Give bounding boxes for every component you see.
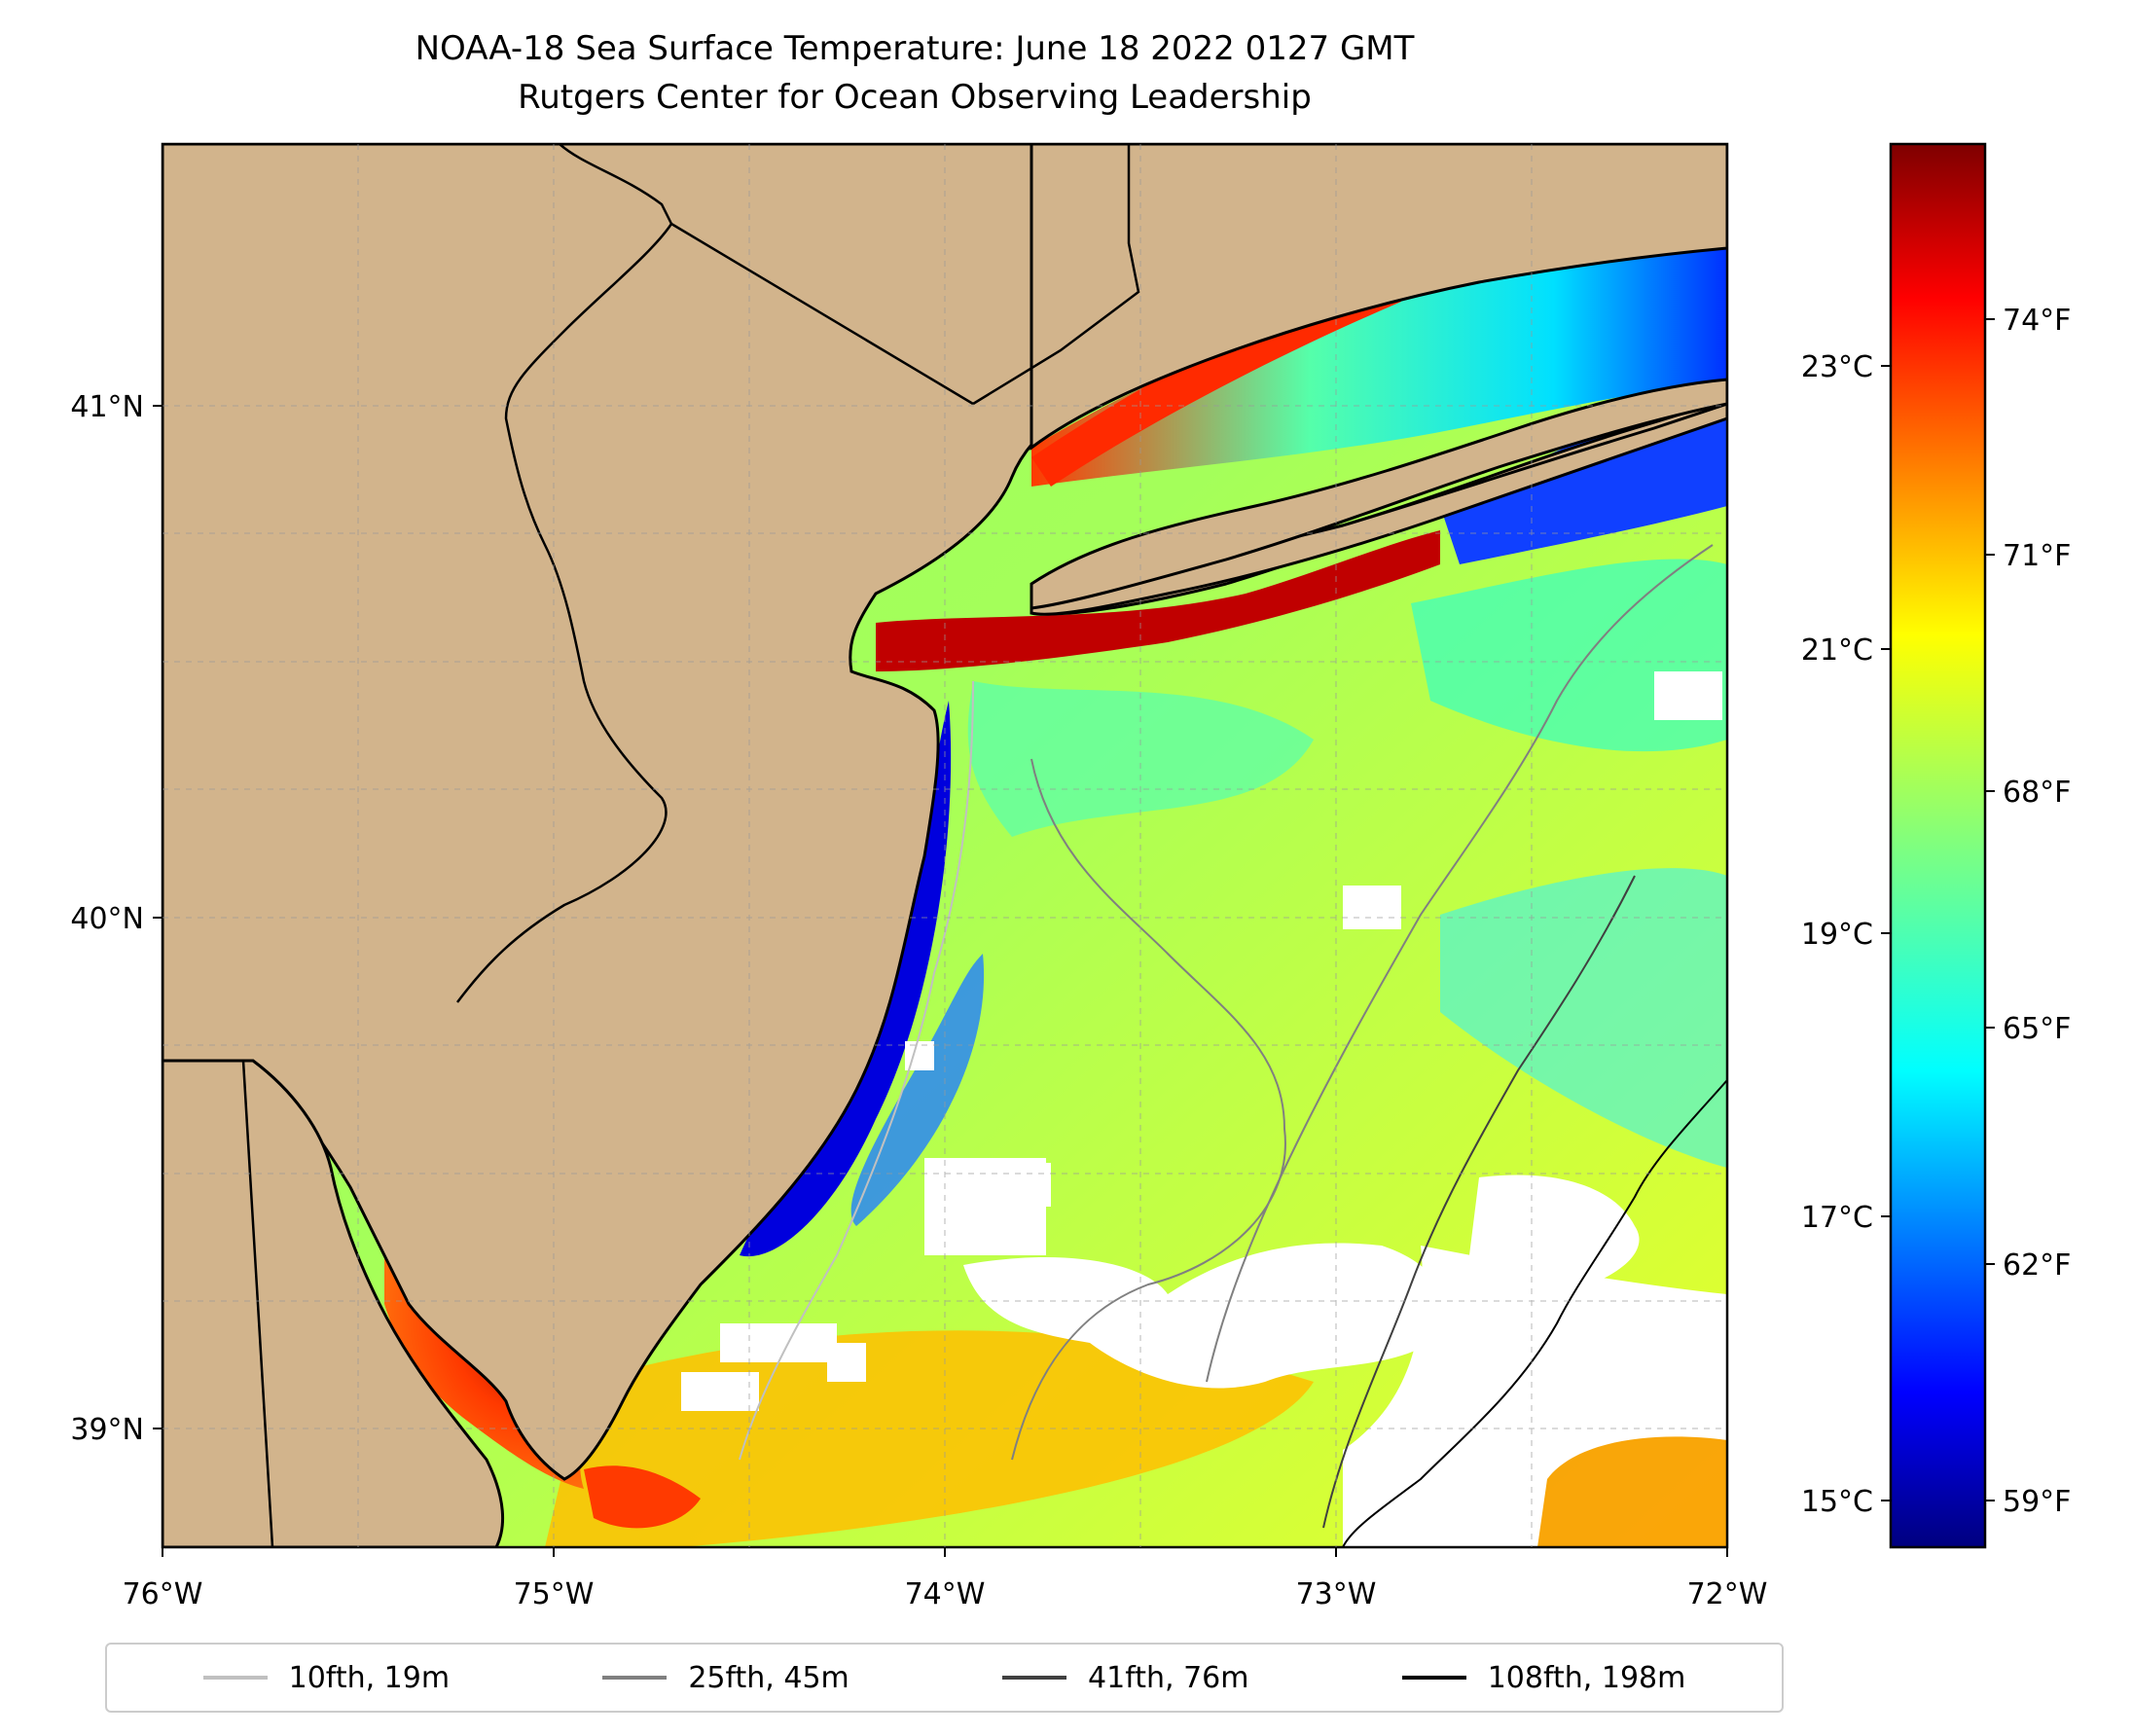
legend-item: 10fth, 19m — [202, 1660, 451, 1695]
cool-water-patch — [967, 681, 1314, 837]
warm-water-patch — [1537, 1434, 1727, 1547]
cool-water-patch — [1440, 868, 1727, 1168]
legend-line-swatch — [202, 1676, 268, 1680]
celsius-tick-label: 21°C — [1801, 633, 1873, 668]
x-tick-label: 76°W — [123, 1577, 203, 1611]
y-tick-label: 39°N — [70, 1413, 144, 1447]
warm-nearshore-strip — [1031, 282, 1401, 487]
celsius-tick-label: 15°C — [1801, 1485, 1873, 1519]
delaware-bay-mouth — [584, 1465, 701, 1529]
legend-line-swatch — [1401, 1676, 1466, 1680]
celsius-tick-label: 23°C — [1801, 350, 1873, 384]
x-tick-label: 75°W — [514, 1577, 595, 1611]
legend-label: 41fth, 76m — [1088, 1660, 1249, 1695]
fahrenheit-tick-label: 65°F — [2003, 1012, 2071, 1046]
map-area — [163, 144, 1727, 1547]
coastal-upwelling — [850, 954, 985, 1226]
contour-legend: 10fth, 19m 25fth, 45m 41fth, 76m 108fth,… — [105, 1643, 1784, 1713]
celsius-tick-label: 17°C — [1801, 1201, 1873, 1235]
long-island-sound — [1031, 243, 1727, 487]
connecticut-coast — [1030, 144, 1727, 451]
x-tick-label: 74°W — [905, 1577, 986, 1611]
map-subtitle: Rutgers Center for Ocean Observing Leade… — [518, 78, 1312, 117]
legend-label: 10fth, 19m — [288, 1660, 451, 1695]
fahrenheit-tick-label: 68°F — [2003, 776, 2071, 810]
fahrenheit-tick-label: 74°F — [2003, 304, 2071, 338]
legend-label: 108fth, 198m — [1487, 1660, 1686, 1695]
axis-ticks — [153, 405, 1728, 1557]
y-tick-label: 40°N — [70, 902, 144, 936]
y-tick-label: 41°N — [70, 390, 144, 424]
legend-line-swatch — [1002, 1676, 1067, 1680]
cool-water-patch — [1411, 559, 1727, 752]
contour-45m — [1011, 758, 1286, 1461]
contour-45m-outer — [1206, 544, 1714, 1383]
legend-item: 25fth, 45m — [602, 1661, 849, 1695]
graticule — [163, 144, 1727, 1547]
coastal-upwelling — [740, 701, 952, 1257]
contour-76m — [1322, 875, 1636, 1529]
fahrenheit-tick-label: 62°F — [2003, 1248, 2071, 1283]
state-borders — [163, 144, 1140, 1547]
no-data-clouds — [681, 671, 1727, 1547]
legend-item: 41fth, 76m — [1002, 1661, 1248, 1695]
legend-line-swatch — [602, 1676, 668, 1680]
colorbar-celsius-ticks — [1881, 365, 1891, 1501]
x-tick-label: 73°W — [1296, 1577, 1377, 1611]
map-title: NOAA-18 Sea Surface Temperature: June 18… — [415, 29, 1415, 68]
celsius-tick-label: 19°C — [1801, 918, 1873, 952]
x-tick-label: 72°W — [1687, 1577, 1768, 1611]
colorbar-fahrenheit-ticks — [1985, 318, 1995, 1501]
fahrenheit-tick-label: 59°F — [2003, 1485, 2071, 1519]
fahrenheit-tick-label: 71°F — [2003, 539, 2071, 573]
warm-nearshore-strip — [876, 530, 1440, 671]
legend-label: 25fth, 45m — [688, 1660, 849, 1695]
contour-198m — [1342, 1079, 1727, 1547]
bathymetry-contours — [739, 544, 1727, 1547]
colorbar — [1889, 142, 1987, 1549]
contour-19m — [739, 680, 974, 1461]
legend-item: 108fth, 198m — [1401, 1660, 1686, 1695]
